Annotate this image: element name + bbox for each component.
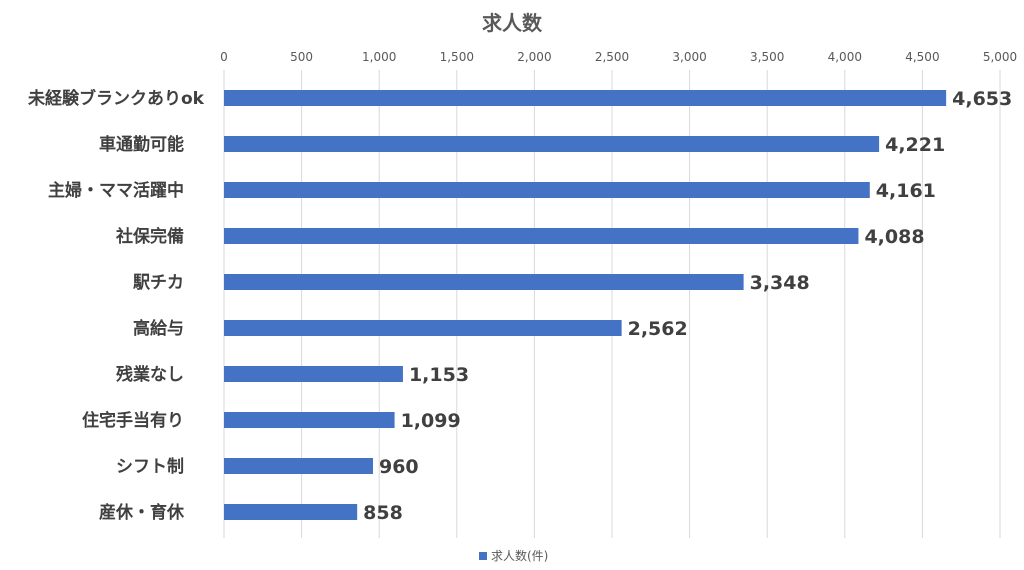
x-axis-ticks: 0 500 1,000 1,500 2,000 2,500 3,000 3,500 4,000 4… bbox=[220, 50, 1017, 64]
bar bbox=[224, 504, 358, 520]
bar bbox=[224, 182, 870, 198]
bar bbox=[224, 320, 622, 336]
bar bbox=[224, 228, 859, 244]
data-label: 1,099 bbox=[401, 410, 461, 432]
bars bbox=[224, 90, 947, 520]
x-tick-label: 3,500 bbox=[750, 50, 784, 64]
x-tick-label: 4,500 bbox=[905, 50, 939, 64]
x-tick-label: 2,000 bbox=[517, 50, 551, 64]
data-label: 4,221 bbox=[885, 134, 945, 156]
value-labels: 4,653 4,221 4,161 4,088 3,348 2,562 1,153 1,099… bbox=[363, 88, 1012, 524]
category-label: 未経験ブランクありok bbox=[27, 88, 205, 109]
legend-swatch bbox=[479, 552, 487, 560]
legend-label: 求人数(件) bbox=[491, 548, 548, 563]
category-labels: 未経験ブランクありok 車通勤可能主婦・ママ活躍中社保完備駅チカ高給与残業なし住宅… bbox=[27, 88, 205, 523]
bar bbox=[224, 90, 947, 106]
data-label: 4,088 bbox=[864, 226, 924, 248]
bar bbox=[224, 458, 373, 474]
x-tick-label: 0 bbox=[220, 50, 228, 64]
x-tick-label: 500 bbox=[290, 50, 313, 64]
x-tick-label: 1,500 bbox=[440, 50, 474, 64]
data-label: 858 bbox=[363, 502, 403, 524]
x-tick-label: 4,000 bbox=[828, 50, 862, 64]
category-label: 社保完備 bbox=[115, 226, 184, 247]
bar bbox=[224, 274, 744, 290]
category-label: 残業なし bbox=[116, 364, 184, 385]
legend: 求人数(件) bbox=[479, 548, 548, 563]
category-label: 駅チカ bbox=[132, 273, 184, 293]
category-label: 住宅手当有り bbox=[82, 410, 184, 431]
data-label: 4,161 bbox=[876, 180, 936, 202]
category-label: 産休・育休 bbox=[99, 502, 185, 523]
data-label: 3,348 bbox=[750, 272, 810, 294]
x-tick-label: 3,000 bbox=[672, 50, 706, 64]
bar bbox=[224, 366, 403, 382]
data-label: 960 bbox=[379, 456, 419, 478]
category-label: 主婦・ママ活躍中 bbox=[48, 180, 184, 201]
bar bbox=[224, 412, 395, 428]
bar bbox=[224, 136, 880, 152]
data-label: 1,153 bbox=[409, 364, 469, 386]
chart-title: 求人数 bbox=[482, 11, 543, 35]
category-label: 高給与 bbox=[133, 318, 184, 339]
category-label: シフト制 bbox=[116, 456, 184, 477]
data-label: 4,653 bbox=[952, 88, 1012, 110]
data-label: 2,562 bbox=[628, 318, 688, 340]
x-tick-label: 1,000 bbox=[362, 50, 396, 64]
x-tick-label: 5,000 bbox=[983, 50, 1017, 64]
x-tick-label: 2,500 bbox=[595, 50, 629, 64]
category-label: 車通勤可能 bbox=[99, 134, 184, 155]
